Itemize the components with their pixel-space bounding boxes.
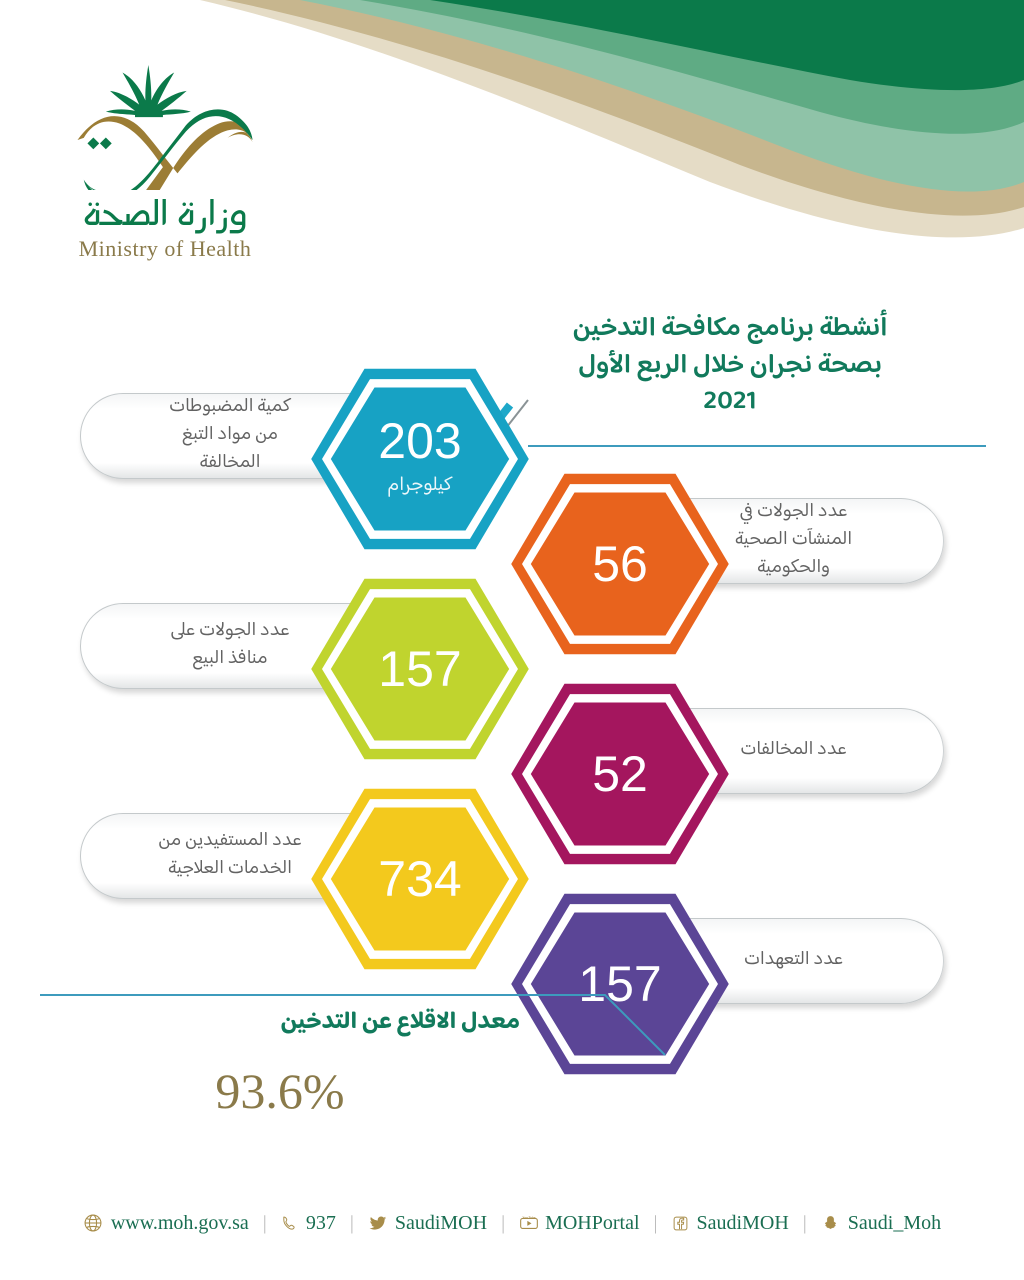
svg-text:You Tube: You Tube <box>523 1215 536 1219</box>
